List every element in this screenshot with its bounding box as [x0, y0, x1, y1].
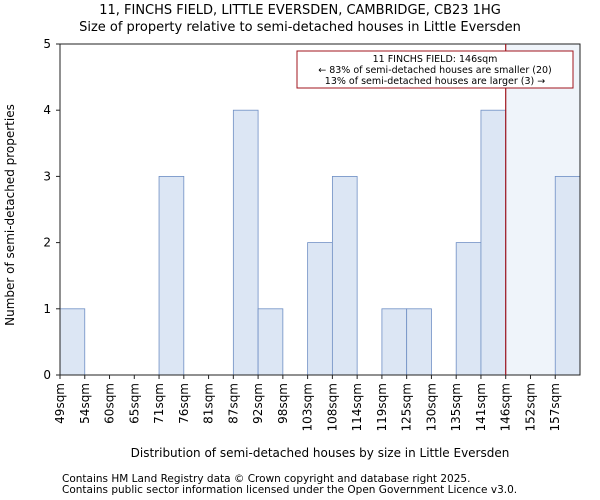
y-tick-label: 4 [43, 103, 51, 117]
y-tick-label: 2 [43, 236, 51, 250]
histogram-chart: 0 1 2 3 4 5 49sqm 54sqm 60sqm 65sqm 71sqm 76sqm 81sq… [3, 37, 581, 460]
bar-135sqm [455, 242, 482, 376]
x-tick-label: 103sqm [301, 383, 315, 431]
annotation-box [296, 50, 574, 89]
chart-subtitle: Size of property relative to semi-detach… [79, 20, 521, 35]
x-tick-label: 60sqm [103, 383, 117, 424]
x-tick-label: 65sqm [127, 383, 141, 424]
x-tick-label: 157sqm [548, 383, 562, 431]
x-tick-label: 114sqm [350, 383, 364, 431]
x-axis-label: Distribution of semi-detached houses by … [131, 446, 510, 460]
x-tick-label: 49sqm [53, 383, 67, 424]
y-tick-label: 1 [43, 302, 51, 316]
bar-92sqm [257, 308, 284, 376]
plot-frame [59, 43, 581, 376]
x-tick-label: 71sqm [152, 383, 166, 424]
x-tick-label: 141sqm [474, 383, 488, 431]
bar-108sqm [331, 175, 358, 376]
y-tick-label: 5 [43, 37, 51, 51]
footer-line-1: Contains HM Land Registry data © Crown c… [62, 473, 471, 485]
y-axis-label: Number of semi-detached properties [3, 104, 17, 326]
x-tick-label: 108sqm [325, 383, 339, 431]
annotation-line-2: ← 83% of semi-detached houses are smalle… [318, 65, 552, 76]
bar-49sqm [59, 308, 86, 376]
bar-141sqm [480, 109, 507, 376]
x-tick-label: 125sqm [400, 383, 414, 431]
y-tick-label: 0 [43, 368, 51, 382]
annotation-line-3: 13% of semi-detached houses are larger (… [325, 76, 545, 87]
x-tick-label: 54sqm [78, 383, 92, 424]
x-tick-label: 119sqm [375, 383, 389, 431]
x-tick-label: 98sqm [276, 383, 290, 424]
y-tick-label: 3 [43, 169, 51, 183]
bar-87sqm [232, 109, 259, 376]
x-tick-label: 76sqm [177, 383, 191, 424]
footer-line-2: Contains public sector information licen… [62, 484, 518, 496]
annotation-line-1: 11 FINCHS FIELD: 146sqm [373, 54, 498, 65]
bar-125sqm [406, 308, 432, 376]
x-tick-label: 130sqm [424, 383, 438, 431]
x-tick-label: 92sqm [251, 383, 265, 424]
bar-119sqm [381, 308, 408, 376]
x-tick-label: 135sqm [449, 383, 463, 431]
x-tick-label: 87sqm [226, 383, 240, 424]
bar-157sqm [554, 175, 581, 376]
x-tick-label: 152sqm [523, 383, 537, 431]
chart-title: 11, FINCHS FIELD, LITTLE EVERSDEN, CAMBR… [99, 3, 501, 18]
x-tick-label: 146sqm [499, 383, 513, 431]
bar-71sqm [158, 175, 185, 376]
bar-103sqm [307, 242, 333, 376]
x-tick-label: 81sqm [202, 383, 216, 424]
